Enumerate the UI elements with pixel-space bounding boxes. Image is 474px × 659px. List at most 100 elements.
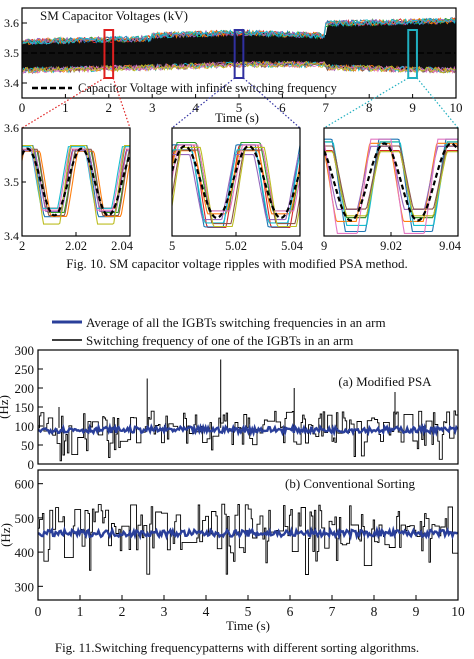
fig10-zoom-panels: 3.4 3.5 3.6 2 2.02 2.04 5 5.02 5.04 9 9.02 9.04	[4, 121, 462, 253]
zoom-ripple-trace	[172, 144, 300, 228]
zoom-panel-series	[172, 141, 300, 228]
fig11a-title-bg	[318, 372, 452, 392]
xtick-label: 8	[366, 100, 373, 115]
zoom-ripple-trace	[324, 138, 458, 234]
ytick-label: 300	[15, 579, 35, 594]
fig11b-xlabel: Time (s)	[226, 618, 270, 633]
fig11-panel-b: (b) Conventional Sorting 300 400 500 600 0 1…	[0, 469, 465, 633]
fig11-legend-label-single: Switching frequency of one of the IGBTs …	[86, 333, 353, 348]
fig11b-title: (b) Conventional Sorting	[285, 476, 415, 491]
fig11a-yticks: 0 50 100 150 200 250 300	[15, 343, 43, 472]
ytick-label: 3.5	[4, 46, 19, 60]
xtick-label: 1	[62, 100, 69, 115]
fig11b-xticks: 0 1 2 3 4 5 6 7 8 9 10	[35, 595, 465, 619]
zoom-connector-line	[171, 77, 236, 129]
fig10-overview-chart: SM Capacitor Voltages (kV) Capacitor Vol…	[4, 7, 463, 125]
ytick-label: 200	[15, 381, 35, 396]
zoom-ripple-trace	[324, 145, 458, 210]
zoom-ideal-dashed-line	[172, 144, 300, 220]
zoom-panel: 3.4 3.5 3.6 2 2.02 2.04	[4, 121, 134, 253]
zoom-ripple-trace	[22, 150, 130, 217]
zoom-ripple-trace	[172, 144, 300, 212]
zoom-ripple-trace	[172, 149, 300, 225]
fig11-legend-label-average: Average of all the IGBTs switching frequ…	[86, 315, 386, 330]
voltage-band-fill	[22, 20, 456, 71]
fig11b-title-bg	[262, 474, 438, 494]
zoom-panel: 9 9.02 9.04	[321, 127, 462, 253]
xtick-label: 9	[321, 239, 327, 253]
voltage-trace-upper	[22, 17, 456, 45]
zoom-ripple-trace	[172, 150, 300, 215]
ytick-label: 100	[15, 419, 35, 434]
xtick-label: 10	[451, 604, 465, 619]
zoom-panel-series	[22, 144, 130, 225]
zoom-ripple-trace	[324, 138, 458, 233]
ytick-label: 3.6	[4, 121, 19, 135]
xtick-label: 1	[77, 604, 84, 619]
xtick-label: 2.02	[65, 239, 87, 253]
ytick-label: 50	[21, 438, 34, 453]
fig10-chart-title: SM Capacitor Voltages (kV)	[40, 8, 188, 23]
xtick-label: 9	[409, 100, 416, 115]
xtick-label: 5	[245, 604, 252, 619]
xtick-label: 6	[279, 100, 286, 115]
average-frequency-trace	[38, 525, 458, 541]
fig10-zoom-connectors	[21, 77, 459, 129]
fig10-xlabel: Time (s)	[215, 110, 259, 125]
xtick-label: 2	[106, 100, 113, 115]
ytick-label: 150	[15, 400, 35, 415]
xtick-label: 9	[413, 604, 420, 619]
zoom-ripple-trace	[324, 151, 458, 217]
xtick-label: 0	[35, 604, 42, 619]
ytick-label: 3.6	[4, 16, 19, 30]
xtick-label: 2	[119, 604, 126, 619]
ytick-label: 500	[15, 511, 35, 526]
xtick-label: 3	[161, 604, 168, 619]
xtick-label: 5	[169, 239, 175, 253]
zoom-connector-line	[323, 77, 409, 129]
fig10-overview-xticks: 0 1 2 3 4 5 6 7 8 9 10	[19, 94, 463, 115]
fig11a-title: (a) Modified PSA	[338, 374, 432, 389]
fig11a-series	[38, 359, 458, 462]
xtick-label: 9.04	[439, 239, 462, 253]
zoom-box	[103, 29, 115, 79]
fig11b-ylabel: (Hz)	[0, 523, 13, 547]
voltage-trace-lower	[22, 60, 456, 74]
xtick-label: 2.04	[111, 239, 134, 253]
xtick-label: 5.02	[225, 239, 247, 253]
zoom-panel: 5 5.02 5.04	[169, 127, 304, 253]
ytick-label: 400	[15, 545, 35, 560]
single-igbt-frequency-trace	[38, 410, 458, 462]
fig11-caption: Fig. 11.Switching frequencypatterns with…	[55, 640, 419, 655]
ytick-label: 3.5	[4, 175, 19, 189]
fig11a-ylabel: (Hz)	[0, 395, 11, 419]
fig10-voltage-band	[22, 17, 456, 75]
ytick-label: 3.4	[4, 76, 19, 90]
xtick-label: 3	[149, 100, 156, 115]
zoom-ripple-trace	[22, 144, 130, 225]
ytick-label: 0	[28, 457, 35, 472]
zoom-ripple-trace	[172, 146, 300, 228]
xtick-label: 5	[236, 100, 243, 115]
ytick-label: 600	[15, 477, 35, 492]
zoom-ideal-dashed-line	[22, 147, 130, 217]
fig11-panel-a: (a) Modified PSA 0 50 100 150 200 250 300 (Hz)	[0, 343, 459, 472]
fig10-legend-label: Capacitor Voltage with infinite switchin…	[78, 81, 338, 95]
xtick-label: 9.02	[380, 239, 402, 253]
ytick-label: 3.4	[4, 229, 19, 243]
zoom-ideal-dashed-line	[324, 142, 458, 222]
xtick-label: 10	[450, 100, 463, 115]
single-igbt-frequency-trace	[38, 503, 458, 575]
xtick-label: 7	[329, 604, 336, 619]
fig11-legend: Average of all the IGBTs switching frequ…	[52, 315, 386, 348]
fig10-zoom-boxes	[103, 29, 418, 79]
xtick-label: 5.04	[281, 239, 304, 253]
xtick-label: 6	[287, 604, 294, 619]
xtick-label: 8	[371, 604, 378, 619]
xtick-label: 4	[203, 604, 210, 619]
fig10-caption: Fig. 10. SM capacitor voltage ripples wi…	[66, 256, 408, 271]
zoom-box	[233, 29, 245, 79]
zoom-box	[407, 29, 418, 79]
fig11b-series	[38, 503, 458, 575]
